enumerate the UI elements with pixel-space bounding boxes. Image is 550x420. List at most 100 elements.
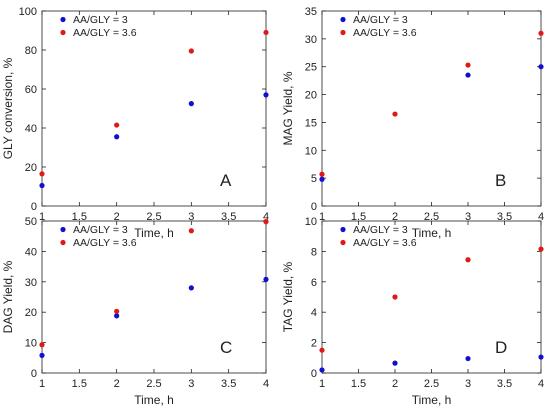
legend-marker (340, 239, 346, 246)
data-point-series-1 (392, 360, 398, 366)
x-tick-label: 3.5 (221, 378, 236, 390)
y-tick-label: 30 (25, 277, 37, 289)
panel-letter: D (495, 338, 507, 357)
data-point-series-1 (188, 285, 194, 291)
y-tick-label: 10 (305, 216, 317, 228)
legend-label: AA/GLY = 3.6 (353, 27, 417, 39)
panel-letter: A (220, 171, 232, 190)
x-tick-label: 3 (465, 211, 471, 223)
chart-panel-b: 1 1.5 2 2.5 3 3.5 4 0 5 10 15 20 25 30 35 Time, h MAG Yi… (281, 6, 544, 240)
legend-label: AA/GLY = 3.6 (353, 237, 417, 249)
data-point-series-2 (319, 171, 325, 177)
data-point-series-1 (538, 64, 544, 70)
y-tick-label: 8 (311, 246, 317, 258)
legend-label: AA/GLY = 3 (353, 14, 408, 26)
y-tick-label: 0 (311, 201, 317, 213)
data-point-series-1 (465, 72, 471, 78)
x-tick-label: 1 (39, 378, 45, 390)
y-tick-label: 20 (25, 307, 37, 319)
x-axis-label: Time, h (134, 393, 174, 407)
x-tick-label: 2.5 (424, 378, 439, 390)
x-tick-label: 2.5 (146, 211, 161, 223)
legend-marker (60, 226, 66, 233)
data-point-series-2 (114, 122, 120, 128)
x-tick-label: 3 (188, 378, 194, 390)
data-point-series-1 (188, 101, 194, 107)
x-axis-label: Time, h (412, 393, 452, 407)
y-tick-label: 40 (25, 123, 37, 135)
y-tick-label: 6 (311, 277, 317, 289)
data-point-series-2 (319, 347, 325, 353)
data-point-series-2 (538, 30, 544, 36)
x-axis-label: Time, h (412, 226, 452, 240)
data-point-series-2 (188, 48, 194, 54)
legend-marker (60, 29, 66, 36)
y-tick-label: 0 (311, 368, 317, 380)
y-axis-label: GLY conversion, % (1, 57, 15, 159)
x-tick-label: 3.5 (497, 378, 512, 390)
y-tick-label: 20 (305, 90, 317, 102)
y-axis-label: DAG Yield, % (1, 260, 15, 333)
x-tick-label: 2.5 (146, 378, 161, 390)
legend-marker (340, 16, 346, 23)
data-point-series-1 (114, 313, 120, 319)
y-tick-label: 10 (305, 145, 317, 157)
x-tick-label: 2 (114, 378, 120, 390)
data-point-series-2 (188, 228, 194, 234)
legend-label: AA/GLY = 3.6 (73, 27, 137, 39)
data-point-series-2 (114, 308, 120, 314)
x-tick-label: 1.5 (72, 211, 87, 223)
panel-letter: C (220, 338, 232, 357)
x-tick-label: 1.5 (351, 211, 366, 223)
y-tick-label: 4 (311, 307, 317, 319)
x-tick-label: 4 (263, 378, 269, 390)
x-tick-label: 2 (114, 211, 120, 223)
y-tick-label: 40 (25, 246, 37, 258)
x-tick-label: 1 (39, 211, 45, 223)
y-tick-label: 15 (305, 117, 317, 129)
y-tick-label: 100 (19, 6, 37, 18)
data-point-series-2 (538, 246, 544, 252)
panel-letter: B (495, 171, 506, 190)
y-tick-label: 20 (25, 162, 37, 174)
y-tick-label: 10 (25, 338, 37, 350)
y-tick-label: 35 (305, 6, 317, 18)
x-tick-label: 3 (465, 378, 471, 390)
x-tick-label: 2 (392, 378, 398, 390)
legend-label: AA/GLY = 3 (73, 224, 128, 236)
y-tick-label: 60 (25, 84, 37, 96)
legend-marker (60, 239, 66, 246)
data-point-series-1 (538, 354, 544, 360)
x-tick-label: 3 (188, 211, 194, 223)
x-tick-label: 1.5 (72, 378, 87, 390)
x-tick-label: 2.5 (424, 211, 439, 223)
y-tick-label: 0 (31, 201, 37, 213)
data-point-series-2 (39, 342, 45, 348)
x-tick-label: 4 (538, 211, 544, 223)
data-point-series-1 (39, 352, 45, 358)
x-tick-label: 4 (263, 211, 269, 223)
x-tick-label: 2 (392, 211, 398, 223)
legend-label: AA/GLY = 3 (353, 224, 408, 236)
data-point-series-2 (465, 257, 471, 263)
x-tick-label: 1 (319, 378, 325, 390)
x-tick-label: 4 (538, 378, 544, 390)
data-point-series-1 (39, 182, 45, 189)
y-tick-label: 30 (305, 34, 317, 46)
data-point-series-1 (465, 355, 471, 362)
data-point-series-2 (465, 62, 471, 68)
data-point-series-1 (319, 176, 325, 182)
x-tick-label: 1 (319, 211, 325, 223)
plot-frame (321, 10, 542, 207)
legend-label: AA/GLY = 3.6 (73, 237, 137, 249)
y-tick-label: 2 (311, 338, 317, 350)
data-point-series-2 (392, 294, 398, 300)
data-point-series-1 (319, 367, 325, 373)
y-axis-label: TAG Yield, % (281, 261, 295, 332)
y-tick-label: 0 (31, 368, 37, 380)
x-axis-label: Time, h (134, 226, 174, 240)
y-tick-label: 80 (25, 45, 37, 57)
